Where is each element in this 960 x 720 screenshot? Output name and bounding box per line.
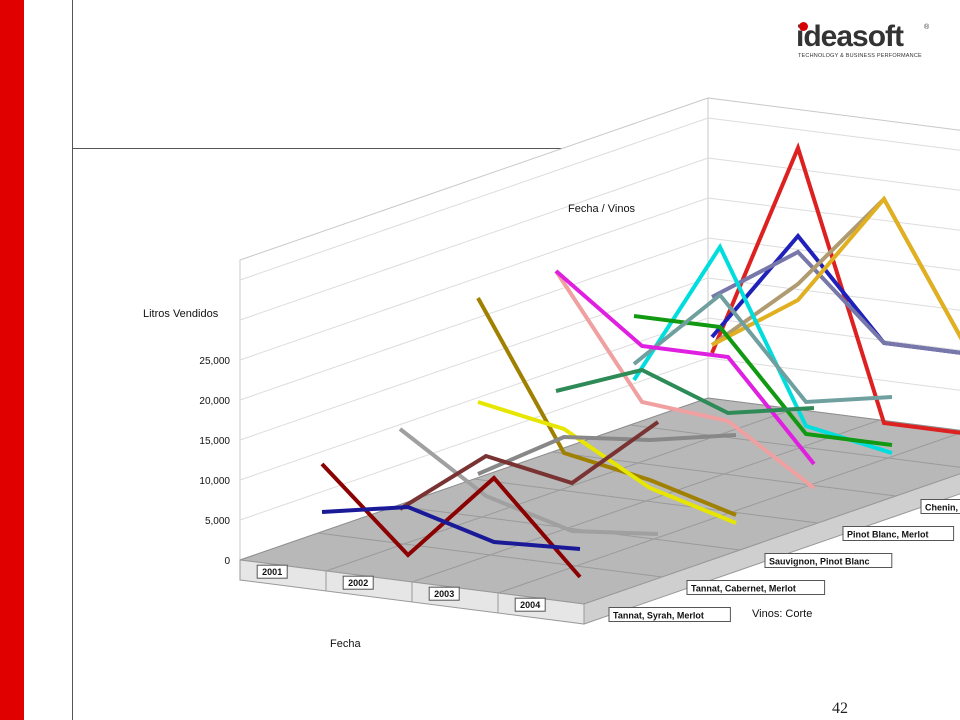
logo-registered-mark: ® bbox=[924, 24, 930, 31]
slide-vertical-rule bbox=[72, 0, 73, 720]
depth-axis-categories: Tannat, Syrah, Merlot Tannat, Cabernet, M… bbox=[608, 499, 960, 622]
x-category-label: 2001 bbox=[262, 567, 282, 577]
logo-word: ideasoft bbox=[796, 20, 904, 53]
series-line bbox=[555, 367, 815, 416]
y-axis-ticks: 0 5,000 10,000 15,000 20,000 25,000 bbox=[199, 356, 230, 567]
depth-category-box bbox=[764, 553, 893, 568]
series-line bbox=[554, 269, 816, 490]
series-line bbox=[632, 292, 893, 405]
depth-category-box bbox=[608, 607, 731, 622]
depth-axis-label: Vinos: Corte bbox=[752, 608, 812, 620]
chart-title: Fecha / Vinos bbox=[568, 203, 636, 215]
x-category-box bbox=[428, 586, 460, 601]
wall-gridline bbox=[239, 357, 960, 521]
wall-gridline bbox=[239, 197, 960, 361]
series-line bbox=[398, 420, 660, 511]
x-category-label: 2002 bbox=[348, 578, 368, 588]
series-line bbox=[398, 427, 659, 536]
depth-category-label: Pinot Blanc, Merlot bbox=[847, 530, 929, 540]
series-line bbox=[710, 142, 960, 435]
right-slab bbox=[583, 473, 960, 625]
depth-category-box bbox=[920, 499, 960, 514]
accent-bar bbox=[0, 0, 24, 720]
y-tick-label: 0 bbox=[224, 556, 230, 567]
y-tick-label: 10,000 bbox=[199, 476, 230, 487]
page-number: 42 bbox=[832, 700, 848, 717]
y-axis-label: Litros Vendidos bbox=[143, 308, 219, 320]
x-axis-label: Fecha bbox=[330, 638, 361, 650]
x-category-label: 2004 bbox=[520, 600, 540, 610]
wall-gridline bbox=[239, 277, 960, 441]
wall-gridline bbox=[239, 237, 960, 401]
wall-gridline bbox=[239, 117, 960, 281]
x-axis-categories: 2001 2002 2003 2004 bbox=[256, 564, 546, 612]
depth-category-label: Tannat, Syrah, Merlot bbox=[613, 611, 704, 621]
y-tick-label: 20,000 bbox=[199, 396, 230, 407]
x-category-box bbox=[342, 575, 374, 590]
depth-category-box bbox=[686, 580, 826, 595]
depth-category-label: Tannat, Cabernet, Merlot bbox=[691, 584, 796, 594]
y-tick-label: 25,000 bbox=[199, 356, 230, 367]
depth-category-box bbox=[842, 526, 955, 541]
series-line bbox=[476, 297, 737, 517]
depth-category-label: Sauvignon, Pinot Blanc bbox=[769, 557, 870, 567]
ideasoft-logo: ideasoft ® TECHNOLOGY & BUSINESS PERFORM… bbox=[790, 20, 940, 64]
x-category-box bbox=[514, 597, 546, 612]
series-line bbox=[711, 249, 960, 355]
series-line bbox=[321, 504, 581, 551]
logo-dot-icon bbox=[799, 22, 808, 31]
y-tick-label: 5,000 bbox=[205, 516, 230, 527]
series-line bbox=[477, 433, 737, 476]
logo-tagline: TECHNOLOGY & BUSINESS PERFORMANCE bbox=[798, 53, 922, 59]
wall-gridline bbox=[239, 317, 960, 481]
chart-floor bbox=[239, 397, 960, 625]
depth-category-label: Chenin, Gewurzt bbox=[925, 503, 960, 513]
chart-series bbox=[320, 142, 960, 579]
wall-gridline bbox=[239, 157, 960, 321]
y-tick-label: 15,000 bbox=[199, 436, 230, 447]
x-category-box bbox=[256, 564, 288, 579]
x-category-label: 2003 bbox=[434, 589, 454, 599]
series-line bbox=[633, 314, 893, 447]
slide-horizontal-rule bbox=[72, 148, 665, 149]
